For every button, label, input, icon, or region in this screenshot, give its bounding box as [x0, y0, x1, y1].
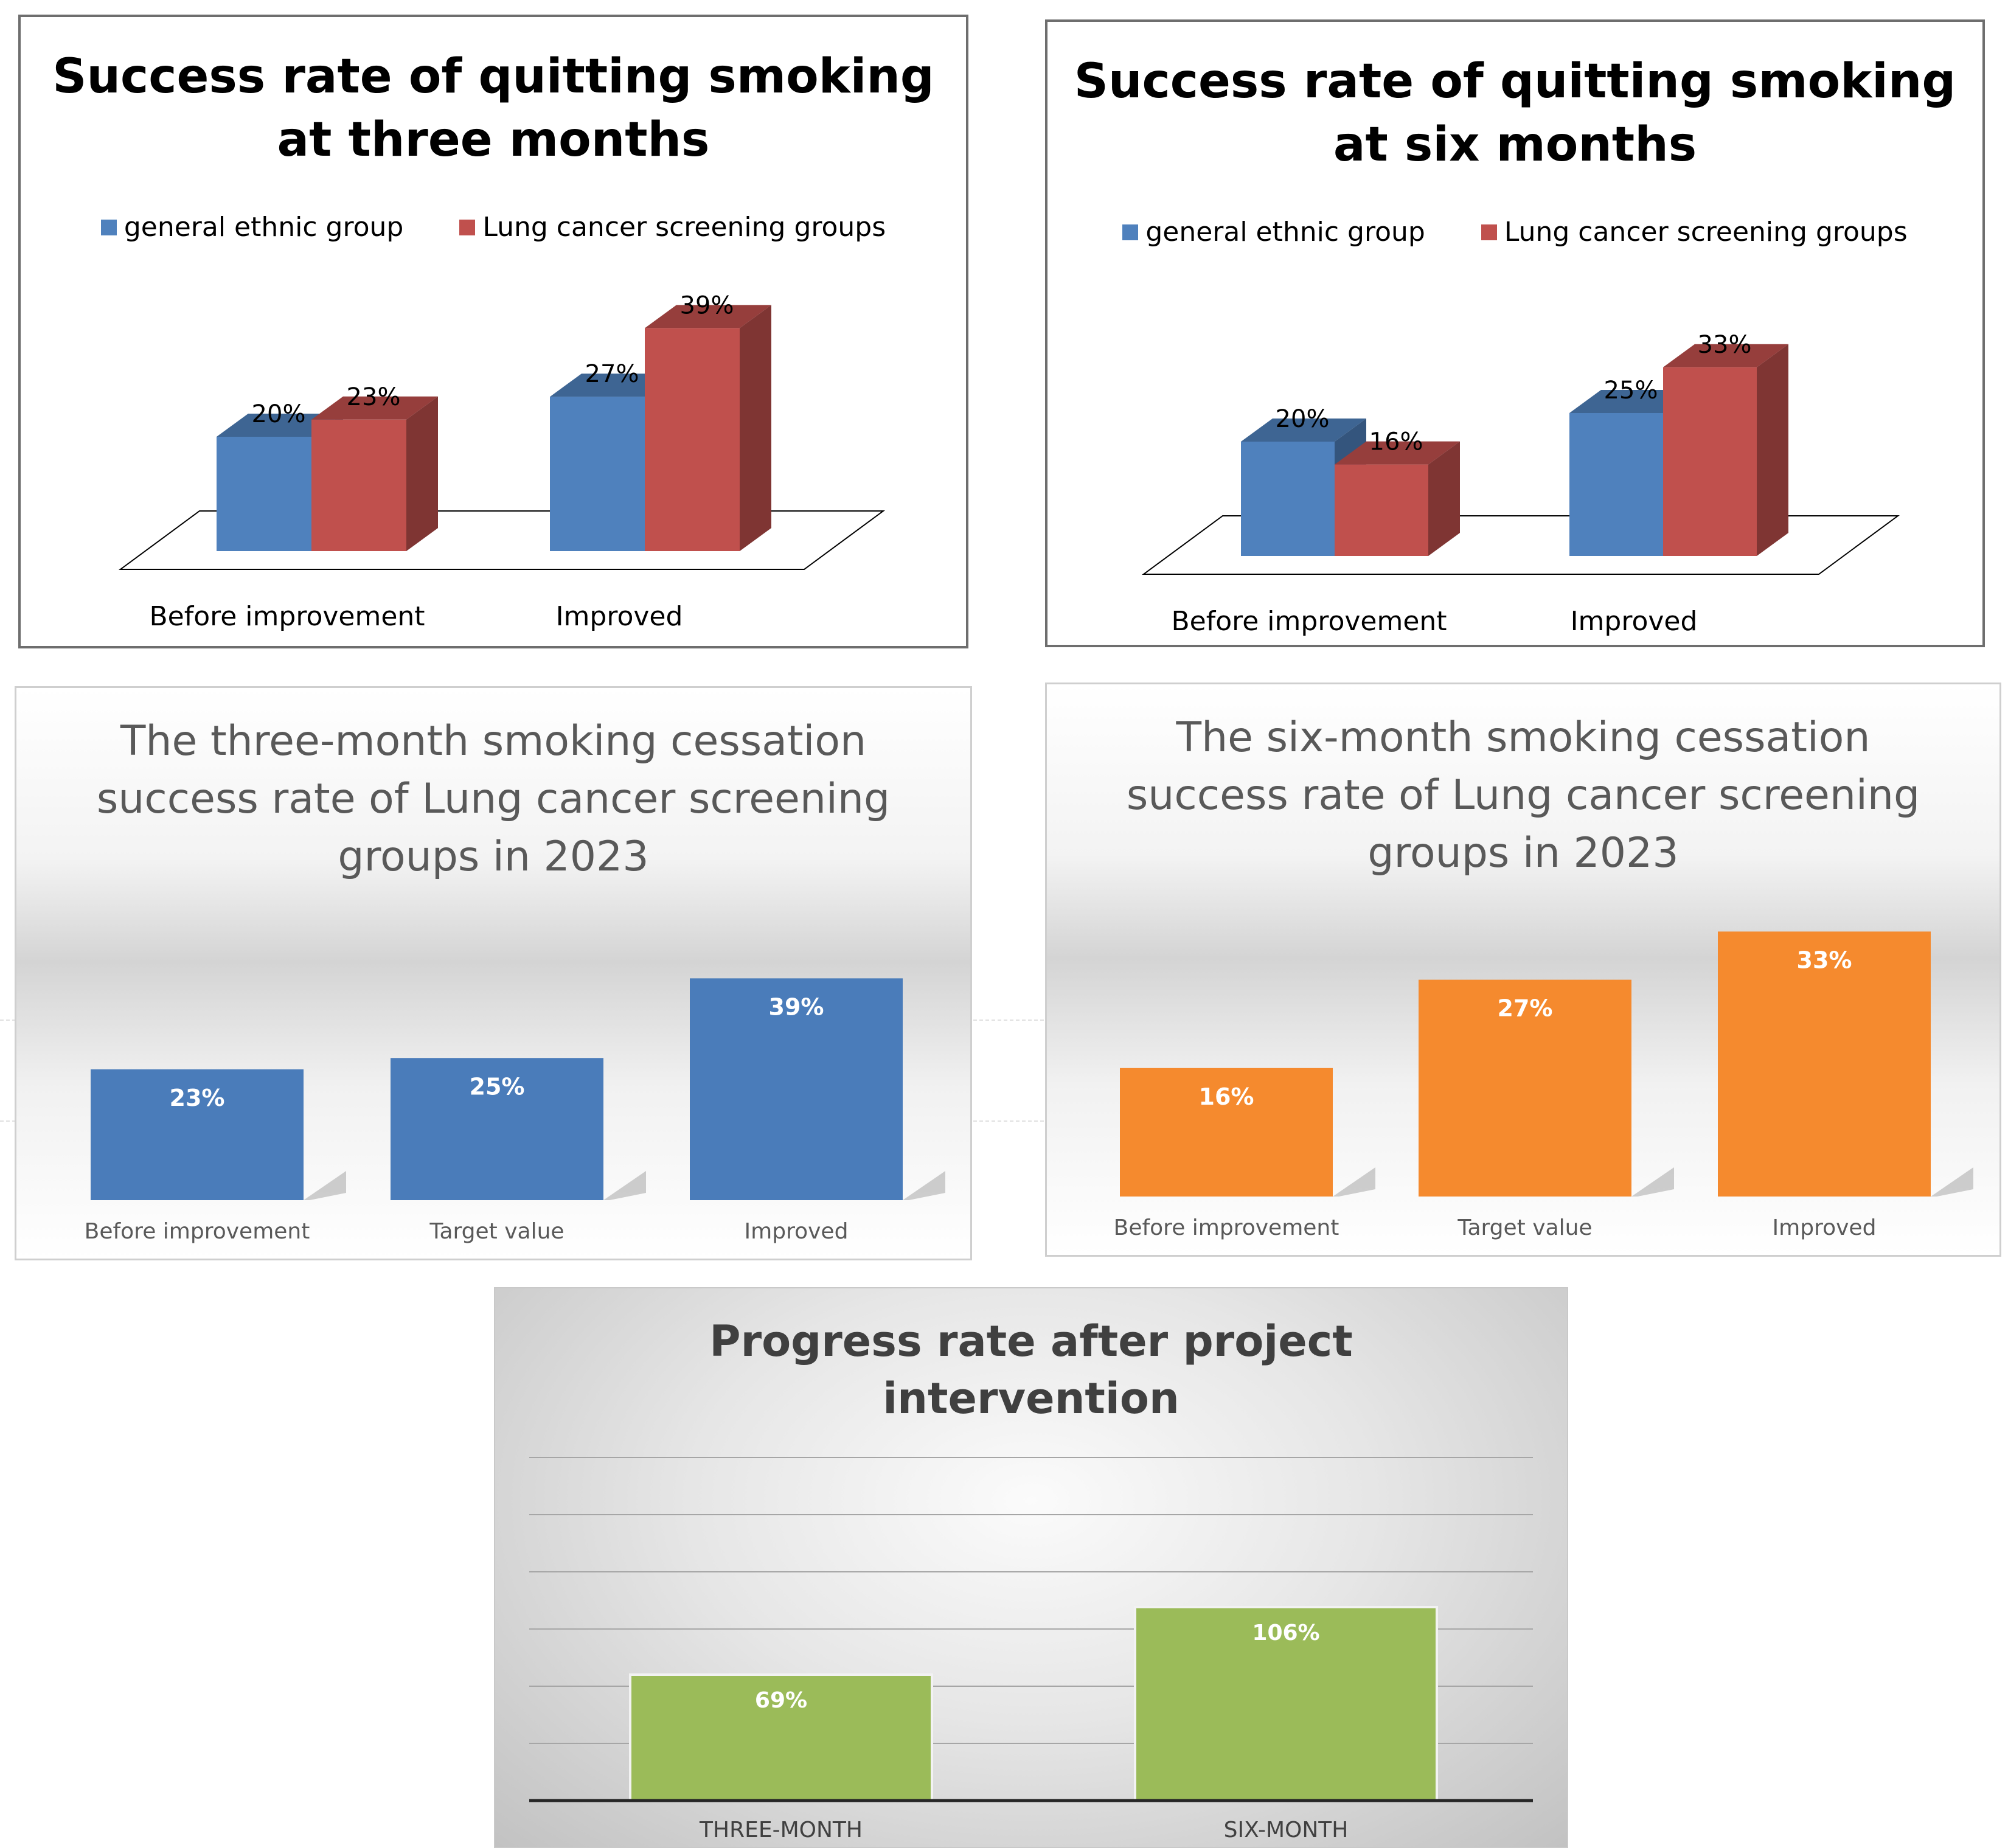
bar-shadow — [304, 1171, 346, 1200]
chart-panel-six-month-3d: Success rate of quitting smoking at six … — [1045, 19, 1985, 647]
legend-label: general ethnic group — [123, 212, 404, 243]
bar-side-face — [406, 396, 438, 551]
chart-plot-area: 69% THREE-MONTH 106% SIX-MONTH — [529, 1457, 1533, 1843]
bar — [391, 1058, 603, 1200]
chart-plot-area: 20% 16% Before improvement 25% 33% Improved — [1141, 331, 1900, 637]
chart-plot-area: 23% Before improvement 25% Target value 39% I… — [85, 978, 945, 1244]
category-label: Improved — [745, 1219, 849, 1244]
chart-plot-area: 16% Before improvement 27% Target value 33% I… — [1114, 931, 1973, 1240]
legend-swatch-red — [459, 219, 476, 235]
legend-item: general ethnic group — [1122, 217, 1425, 248]
data-label: 39% — [680, 291, 734, 319]
data-label: 20% — [1276, 405, 1330, 433]
data-label: 16% — [1199, 1083, 1254, 1110]
chart-title: Progress rate after project intervention — [709, 1316, 1353, 1423]
category-label: Improved — [556, 601, 683, 632]
legend-label: Lung cancer screening groups — [482, 212, 886, 243]
data-label: 69% — [755, 1688, 807, 1713]
category-label: Target value — [1457, 1215, 1592, 1240]
chart-panel-six-month-2023: The six-month smoking cessation success … — [1045, 683, 2001, 1257]
chart-title: Success rate of quitting smoking at thre… — [52, 49, 934, 167]
bar-shadow — [603, 1171, 646, 1200]
bar — [1569, 413, 1663, 556]
bar — [550, 397, 645, 551]
category-label: Before improvement — [85, 1219, 310, 1244]
legend-item: Lung cancer screening groups — [459, 212, 886, 243]
bar-side-face — [1757, 344, 1788, 556]
chart-panel-three-month-2023: The three-month smoking cessation succes… — [15, 686, 972, 1260]
data-label: 25% — [470, 1073, 525, 1100]
bar-shadow — [1931, 1167, 1973, 1197]
bar — [690, 978, 903, 1200]
category-label: Improved — [1571, 606, 1698, 637]
bar — [311, 419, 406, 551]
data-label: 27% — [1498, 995, 1553, 1022]
legend-item: general ethnic group — [100, 212, 404, 243]
category-label: SIX-MONTH — [1224, 1818, 1349, 1843]
category-label: THREE-MONTH — [699, 1818, 863, 1843]
bar — [1718, 931, 1931, 1197]
category-label: Before improvement — [149, 601, 425, 632]
data-label: 16% — [1369, 428, 1423, 456]
data-label: 106% — [1252, 1620, 1319, 1645]
legend-swatch-blue — [1122, 224, 1139, 240]
legend-swatch-red — [1481, 224, 1497, 240]
chart-title: The three-month smoking cessation succes… — [96, 717, 891, 881]
bar-shadow — [1333, 1167, 1375, 1197]
bar-shadow — [1631, 1167, 1674, 1197]
data-label: 27% — [585, 360, 639, 388]
chart-panel-three-month-3d: Success rate of quitting smoking at thre… — [18, 15, 968, 648]
chart-plot-area: 20% 23% Before improvement 27% 39% Improved — [118, 291, 886, 632]
bar-shadow — [903, 1171, 945, 1200]
data-label: 23% — [170, 1085, 225, 1111]
bar-side-face — [740, 305, 771, 551]
category-label: Improved — [1773, 1215, 1877, 1240]
chart-title: Success rate of quitting smoking at six … — [1074, 54, 1956, 172]
data-label: 39% — [769, 993, 824, 1020]
data-label: 33% — [1698, 331, 1752, 359]
bar — [1120, 1068, 1333, 1197]
bar — [1134, 1606, 1438, 1802]
chart-legend: general ethnic group Lung cancer screeni… — [1047, 217, 1982, 248]
bar-side-face — [1428, 441, 1460, 556]
bar-top-face — [1241, 419, 1366, 442]
bar — [1335, 464, 1428, 556]
legend-swatch-blue — [100, 219, 117, 235]
category-label: Target value — [429, 1219, 564, 1244]
legend-item: Lung cancer screening groups — [1481, 217, 1908, 248]
data-label: 23% — [347, 383, 401, 411]
bar-top-face — [1663, 344, 1788, 367]
data-label: 25% — [1604, 377, 1658, 405]
bar — [1419, 979, 1631, 1197]
bar — [645, 328, 740, 551]
bar — [1241, 442, 1335, 556]
bar — [629, 1673, 933, 1802]
category-label: Before improvement — [1114, 1215, 1339, 1240]
legend-label: general ethnic group — [1145, 217, 1425, 248]
chart-panel-progress-rate: Progress rate after project intervention… — [494, 1287, 1568, 1848]
category-label: Before improvement — [1171, 606, 1447, 637]
chart-legend: general ethnic group Lung cancer screeni… — [21, 212, 966, 243]
bar-top-face — [1335, 441, 1460, 465]
bar-top-face — [311, 396, 438, 420]
data-label: 20% — [252, 400, 306, 428]
bar-top-face — [645, 305, 771, 328]
chart-title: The six-month smoking cessation success … — [1126, 714, 1920, 877]
bar — [217, 437, 311, 551]
legend-label: Lung cancer screening groups — [1504, 217, 1908, 248]
data-label: 33% — [1797, 947, 1852, 973]
bar — [91, 1069, 304, 1200]
bar — [1663, 367, 1757, 556]
